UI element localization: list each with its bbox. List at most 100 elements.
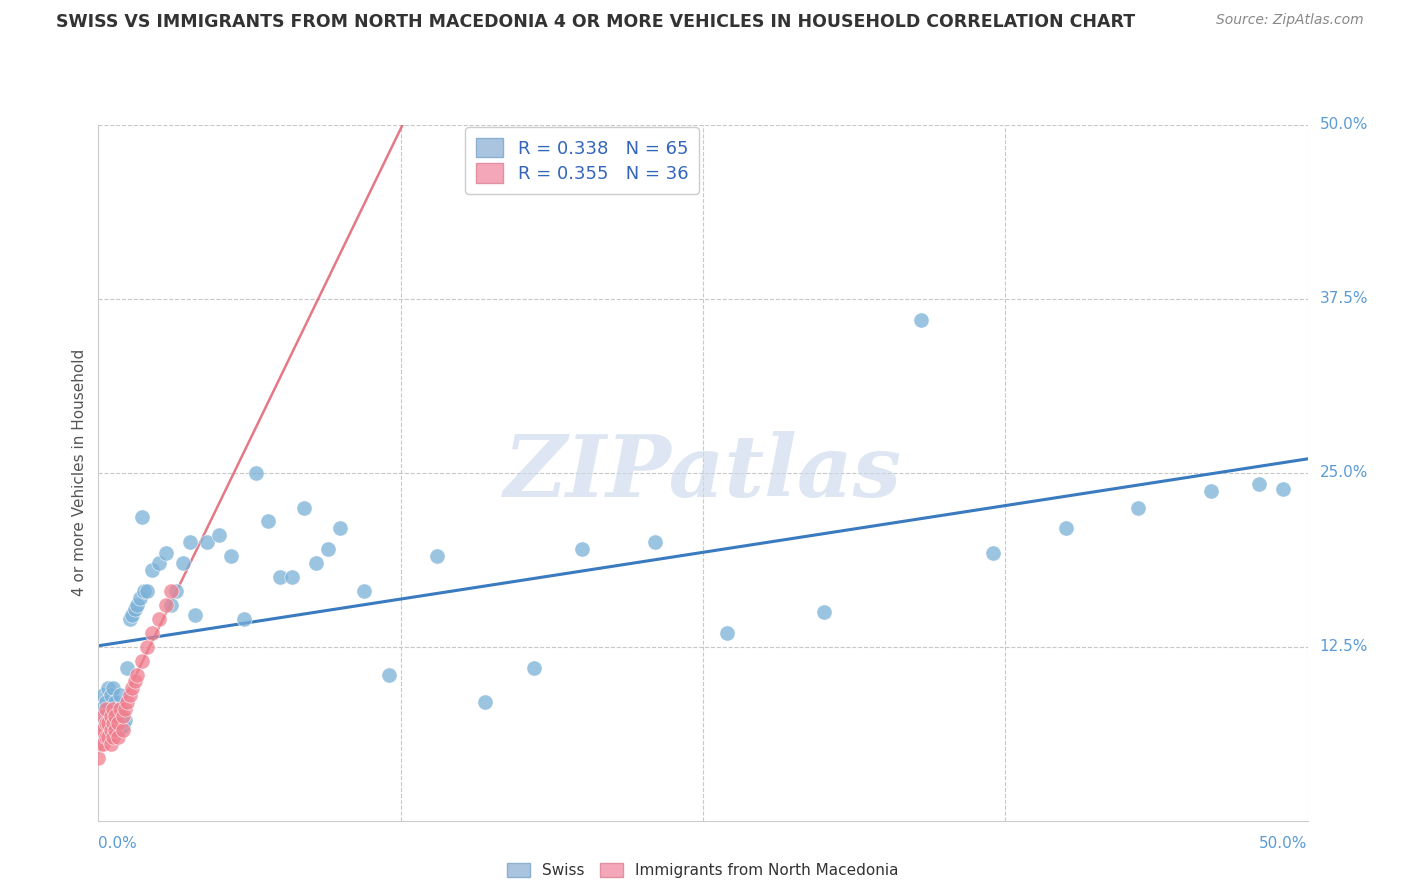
Point: [172, 556, 194, 570]
Text: SWISS VS IMMIGRANTS FROM NORTH MACEDONIA 4 OR MORE VEHICLES IN HOUSEHOLD CORRELA: SWISS VS IMMIGRANTS FROM NORTH MACEDONIA…: [56, 13, 1136, 31]
Point: [90, 723, 112, 738]
Legend: R = 0.338   N = 65, R = 0.355   N = 36: R = 0.338 N = 65, R = 0.355 N = 36: [465, 127, 699, 194]
Text: ZIPatlas: ZIPatlas: [503, 431, 903, 515]
Point: [90, 737, 112, 751]
Point: [813, 605, 835, 619]
Point: [104, 709, 127, 723]
Point: [94, 695, 117, 709]
Text: 12.5%: 12.5%: [1320, 640, 1368, 654]
Point: [1272, 483, 1295, 497]
Text: Source: ZipAtlas.com: Source: ZipAtlas.com: [1216, 13, 1364, 28]
Point: [101, 702, 124, 716]
Point: [91, 709, 114, 723]
Point: [644, 535, 666, 549]
Point: [100, 716, 122, 731]
Point: [90, 702, 112, 716]
Point: [117, 660, 139, 674]
Point: [100, 737, 122, 751]
Point: [141, 563, 163, 577]
Point: [148, 612, 170, 626]
Point: [100, 723, 122, 738]
Point: [108, 709, 131, 723]
Point: [127, 598, 149, 612]
Point: [184, 607, 207, 622]
Point: [127, 667, 149, 681]
Point: [256, 515, 278, 529]
Point: [104, 716, 127, 731]
Point: [1249, 476, 1271, 491]
Point: [121, 607, 143, 622]
Point: [107, 730, 129, 744]
Point: [97, 716, 120, 731]
Point: [101, 709, 124, 723]
Point: [108, 702, 131, 716]
Point: [269, 570, 291, 584]
Point: [981, 546, 1004, 560]
Point: [111, 709, 134, 723]
Point: [232, 612, 254, 626]
Text: 25.0%: 25.0%: [1320, 466, 1368, 480]
Point: [426, 549, 449, 564]
Point: [523, 660, 546, 674]
Point: [165, 584, 187, 599]
Point: [101, 681, 124, 696]
Y-axis label: 4 or more Vehicles in Household: 4 or more Vehicles in Household: [72, 349, 87, 597]
Point: [87, 751, 110, 765]
Text: 37.5%: 37.5%: [1320, 292, 1368, 306]
Point: [1128, 500, 1150, 515]
Point: [292, 500, 315, 515]
Point: [117, 695, 139, 709]
Point: [100, 709, 122, 723]
Point: [1199, 483, 1222, 498]
Point: [91, 689, 114, 703]
Point: [141, 625, 163, 640]
Point: [100, 689, 122, 703]
Point: [91, 723, 114, 738]
Point: [111, 723, 134, 738]
Point: [124, 602, 146, 616]
Point: [111, 719, 134, 733]
Point: [281, 570, 304, 584]
Point: [121, 681, 143, 696]
Point: [131, 654, 153, 668]
Point: [97, 730, 120, 744]
Point: [316, 542, 339, 557]
Point: [114, 714, 136, 728]
Point: [148, 556, 170, 570]
Point: [474, 695, 496, 709]
Point: [160, 584, 183, 599]
Point: [571, 542, 593, 557]
Point: [329, 521, 352, 535]
Point: [108, 689, 131, 703]
Point: [155, 598, 177, 612]
Point: [97, 681, 120, 696]
Point: [131, 510, 153, 524]
Point: [124, 674, 146, 689]
Point: [377, 667, 399, 681]
Point: [179, 535, 201, 549]
Point: [90, 730, 112, 744]
Point: [107, 723, 129, 738]
Point: [91, 737, 114, 751]
Point: [101, 716, 124, 731]
Point: [118, 612, 141, 626]
Legend: Swiss, Immigrants from North Macedonia: Swiss, Immigrants from North Macedonia: [501, 857, 905, 884]
Point: [107, 702, 129, 716]
Point: [135, 584, 157, 599]
Point: [114, 702, 136, 716]
Point: [118, 689, 141, 703]
Text: 50.0%: 50.0%: [1320, 118, 1368, 132]
Point: [135, 640, 157, 654]
Point: [107, 716, 129, 731]
Point: [195, 535, 218, 549]
Point: [134, 584, 156, 599]
Point: [97, 709, 120, 723]
Point: [716, 625, 738, 640]
Point: [155, 546, 177, 560]
Point: [101, 730, 124, 744]
Point: [353, 584, 375, 599]
Point: [305, 556, 328, 570]
Point: [128, 591, 150, 605]
Point: [94, 716, 117, 731]
Point: [245, 466, 267, 480]
